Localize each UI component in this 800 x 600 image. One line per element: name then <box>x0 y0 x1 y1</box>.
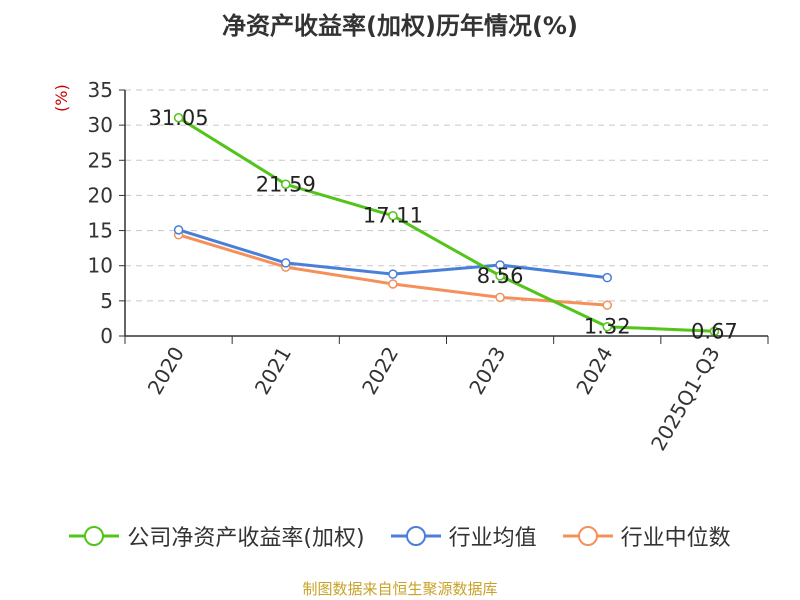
chart-title: 净资产收益率(加权)历年情况(%) <box>222 12 578 40</box>
data-label: 17.11 <box>363 204 423 228</box>
data-point <box>495 260 505 270</box>
legend-swatch-orange <box>562 526 613 546</box>
data-point <box>388 279 398 289</box>
data-point <box>173 113 184 123</box>
legend-swatch-blue <box>390 526 441 546</box>
data-point <box>388 210 398 221</box>
x-tick-label: 2021 <box>250 343 296 399</box>
data-point <box>388 269 398 279</box>
x-tick-label: 2024 <box>571 343 617 399</box>
data-label: 21.59 <box>256 172 316 196</box>
data-point <box>495 271 505 281</box>
data-point <box>495 292 505 303</box>
x-tick-label: 2020 <box>143 343 189 399</box>
legend-label-industry-mean: 行业均值 <box>448 526 537 551</box>
data-label: 0.67 <box>691 319 738 343</box>
legend-item-company-roe[interactable]: 公司净资产收益率(加权) <box>69 520 365 552</box>
x-tick-label: 2023 <box>464 343 510 399</box>
legend-label-company-roe: 公司净资产收益率(加权) <box>127 526 365 551</box>
y-tick-label: 30 <box>88 113 113 137</box>
data-point <box>602 300 612 310</box>
legend: 公司净资产收益率(加权) 行业均值 行业中位数 <box>0 520 800 552</box>
legend-item-industry-mean[interactable]: 行业均值 <box>390 520 537 552</box>
legend-label-industry-median: 行业中位数 <box>620 526 731 551</box>
x-tick-label: 2025Q1-Q3 <box>646 343 725 455</box>
y-tick-label: 35 <box>88 78 113 102</box>
y-tick-label: 5 <box>100 289 113 313</box>
y-tick-label: 15 <box>88 219 113 243</box>
y-tick-label: 0 <box>100 324 113 348</box>
data-source-note: 制图数据来自恒生聚源数据库 <box>302 580 498 598</box>
data-label: 1.32 <box>584 315 631 339</box>
x-tick-label: 2022 <box>357 343 403 399</box>
y-tick-label: 10 <box>88 254 113 278</box>
legend-item-industry-median[interactable]: 行业中位数 <box>562 520 731 552</box>
data-point <box>281 179 291 190</box>
series-line <box>177 116 715 333</box>
data-point <box>602 272 612 283</box>
data-point <box>709 326 720 337</box>
data-label: 8.56 <box>477 264 524 288</box>
data-point <box>173 225 184 235</box>
data-point <box>281 258 291 268</box>
y-tick-label: 25 <box>88 148 113 172</box>
legend-swatch-green <box>69 526 120 546</box>
data-point <box>602 321 612 332</box>
data-label: 31.05 <box>149 106 209 130</box>
y-tick-label: 20 <box>88 183 113 207</box>
